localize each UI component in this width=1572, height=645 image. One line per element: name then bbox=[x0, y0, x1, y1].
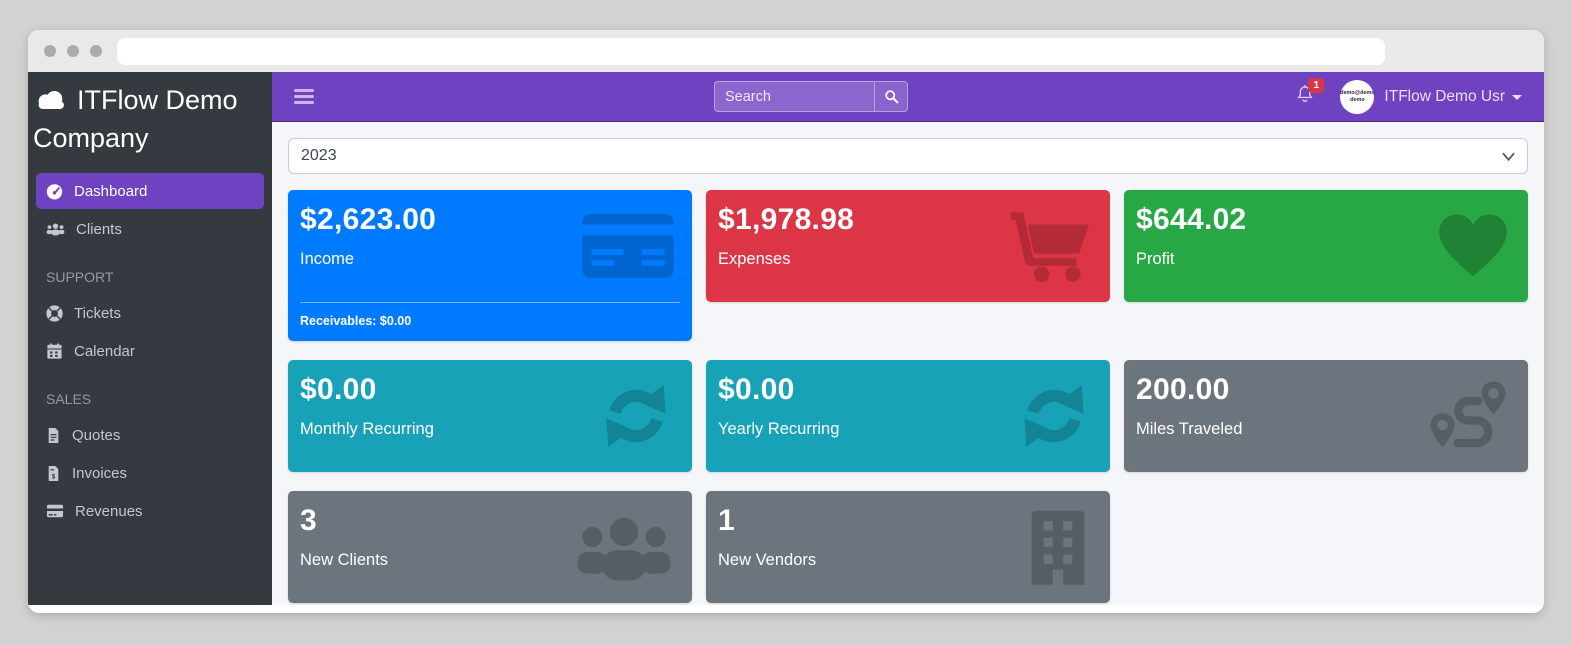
life-ring-icon bbox=[46, 304, 63, 322]
stat-card-grid: $2,623.00 Income Receivables: $0.00 $1,9… bbox=[288, 190, 1528, 603]
search-form bbox=[714, 81, 908, 112]
sidebar: ITFlow Demo Company Dashboard Clients SU… bbox=[28, 72, 272, 605]
card-expenses[interactable]: $1,978.98 Expenses bbox=[706, 190, 1110, 302]
income-value: $2,623.00 bbox=[300, 203, 437, 236]
expenses-value: $1,978.98 bbox=[718, 203, 855, 236]
svg-text:$: $ bbox=[52, 473, 56, 480]
bell-icon bbox=[1297, 84, 1314, 103]
window-close-button[interactable] bbox=[44, 45, 56, 57]
sidebar-item-invoices[interactable]: $ Invoices bbox=[36, 455, 264, 491]
cloud-logo-icon bbox=[38, 91, 64, 109]
card-new-clients[interactable]: 3 New Clients bbox=[288, 491, 692, 603]
sidebar-item-quotes[interactable]: Quotes bbox=[36, 417, 264, 453]
sidebar-item-label: Quotes bbox=[72, 426, 121, 444]
sidebar-item-label: Tickets bbox=[74, 304, 121, 322]
receivables-text: Receivables: $0.00 bbox=[300, 314, 412, 328]
browser-window: ITFlow Demo Company Dashboard Clients SU… bbox=[28, 30, 1544, 613]
miles-traveled-label: Miles Traveled bbox=[1136, 420, 1243, 438]
sidebar-section-support: SUPPORT bbox=[46, 269, 114, 285]
window-minimize-button[interactable] bbox=[67, 45, 79, 57]
income-label: Income bbox=[300, 250, 355, 268]
credit-card-icon bbox=[46, 504, 64, 518]
route-icon bbox=[1430, 381, 1506, 448]
top-navbar: 1 demo@demo demo ITFlow Demo Usr bbox=[272, 72, 1544, 122]
monthly-recurring-label: Monthly Recurring bbox=[300, 420, 434, 438]
users-icon bbox=[46, 223, 65, 236]
new-vendors-label: New Vendors bbox=[718, 551, 817, 569]
sidebar-section-sales: SALES bbox=[46, 391, 92, 407]
gauge-icon bbox=[46, 183, 63, 199]
sidebar-item-revenues[interactable]: Revenues bbox=[36, 493, 264, 529]
miles-traveled-value: 200.00 bbox=[1136, 373, 1230, 406]
sidebar-item-tickets[interactable]: Tickets bbox=[36, 295, 264, 331]
card-profit[interactable]: $644.02 Profit bbox=[1124, 190, 1528, 302]
card-miles-traveled[interactable]: 200.00 Miles Traveled bbox=[1124, 360, 1528, 472]
sidebar-item-clients[interactable]: Clients bbox=[36, 211, 264, 247]
address-bar[interactable] bbox=[117, 37, 1385, 65]
brand-text: ITFlow Demo Company bbox=[33, 85, 238, 153]
file-invoice-dollar-icon: $ bbox=[48, 465, 59, 481]
new-clients-label: New Clients bbox=[300, 551, 389, 569]
sync-icon bbox=[1024, 385, 1084, 447]
dashboard-content: 2023 $2,623.00 Income Receivables: $ bbox=[272, 122, 1544, 605]
heart-icon bbox=[1439, 214, 1507, 277]
sidebar-item-label: Clients bbox=[76, 220, 122, 238]
user-menu[interactable]: ITFlow Demo Usr bbox=[1384, 88, 1522, 106]
file-icon bbox=[48, 427, 59, 443]
sidebar-item-calendar[interactable]: Calendar bbox=[36, 333, 264, 369]
window-controls bbox=[44, 45, 102, 57]
calendar-icon bbox=[47, 342, 62, 359]
sidebar-item-label: Calendar bbox=[74, 342, 135, 360]
building-icon bbox=[1031, 510, 1085, 585]
search-icon bbox=[884, 90, 898, 104]
notification-badge: 1 bbox=[1308, 78, 1325, 93]
monthly-recurring-value: $0.00 bbox=[300, 373, 377, 406]
search-button[interactable] bbox=[874, 81, 908, 112]
sidebar-item-label: Dashboard bbox=[74, 182, 148, 200]
notifications-button[interactable]: 1 bbox=[1296, 78, 1325, 109]
sync-icon bbox=[606, 385, 666, 447]
year-select[interactable]: 2023 bbox=[288, 138, 1528, 174]
card-income[interactable]: $2,623.00 Income Receivables: $0.00 bbox=[288, 190, 692, 341]
yearly-recurring-label: Yearly Recurring bbox=[718, 420, 840, 438]
chevron-down-icon bbox=[1512, 95, 1522, 100]
new-vendors-value: 1 bbox=[718, 504, 735, 537]
profit-label: Profit bbox=[1136, 250, 1175, 268]
new-clients-value: 3 bbox=[300, 504, 317, 537]
sidebar-item-dashboard[interactable]: Dashboard bbox=[36, 173, 264, 209]
card-yearly-recurring[interactable]: $0.00 Yearly Recurring bbox=[706, 360, 1110, 472]
menu-toggle-icon[interactable] bbox=[294, 86, 314, 107]
profit-value: $644.02 bbox=[1136, 203, 1247, 236]
card-new-vendors[interactable]: 1 New Vendors bbox=[706, 491, 1110, 603]
chevron-down-icon bbox=[1502, 152, 1515, 161]
window-maximize-button[interactable] bbox=[90, 45, 102, 57]
users-icon bbox=[577, 517, 671, 581]
credit-card-icon bbox=[582, 214, 674, 278]
yearly-recurring-value: $0.00 bbox=[718, 373, 795, 406]
browser-toolbar bbox=[28, 30, 1544, 72]
card-monthly-recurring[interactable]: $0.00 Monthly Recurring bbox=[288, 360, 692, 472]
expenses-label: Expenses bbox=[718, 250, 791, 268]
income-footer: Receivables: $0.00 bbox=[288, 302, 692, 341]
brand[interactable]: ITFlow Demo Company bbox=[28, 72, 272, 165]
avatar[interactable]: demo@demo demo bbox=[1340, 79, 1375, 114]
search-input[interactable] bbox=[714, 81, 874, 112]
user-name: ITFlow Demo Usr bbox=[1384, 87, 1505, 105]
sidebar-item-label: Invoices bbox=[72, 464, 128, 482]
sidebar-item-label: Revenues bbox=[75, 502, 143, 520]
shopping-cart-icon bbox=[1011, 212, 1089, 282]
